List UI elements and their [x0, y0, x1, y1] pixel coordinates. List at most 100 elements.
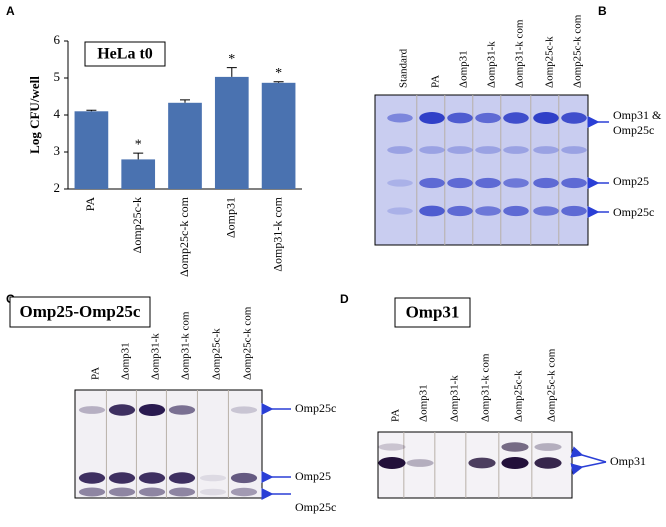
- gel-band: [108, 487, 136, 497]
- gel-band: [503, 205, 529, 217]
- gel-band: [419, 112, 445, 124]
- gel-band: [230, 406, 258, 414]
- gel-band: [447, 112, 473, 124]
- gel-band: [533, 206, 559, 216]
- band-label: Omp25c: [613, 123, 654, 137]
- chart-title: HeLa t0: [97, 46, 153, 63]
- lane-label: Δomp31: [458, 50, 470, 88]
- lane-label: Standard: [398, 48, 410, 88]
- gel-band: [138, 487, 166, 497]
- gel-band: [168, 405, 196, 415]
- y-tick-label: 5: [54, 69, 61, 84]
- band-label: Omp31 &: [613, 108, 662, 122]
- gel-band: [199, 488, 227, 496]
- gel-band: [138, 472, 166, 484]
- arrow: [570, 446, 607, 463]
- gel-band: [534, 443, 562, 451]
- gel-band: [78, 406, 106, 414]
- band-label: Omp25c: [613, 205, 654, 219]
- significance-mark: *: [135, 137, 142, 152]
- gel-band: [78, 487, 106, 497]
- lane-label: Δomp31-k: [449, 375, 461, 422]
- gel-band: [230, 487, 258, 497]
- gel-band: [533, 112, 559, 124]
- gel-band: [387, 146, 413, 154]
- lane-label: PA: [90, 367, 102, 380]
- gel-band: [447, 146, 473, 154]
- lane-label: PA: [430, 75, 442, 88]
- gel-band: [501, 442, 529, 452]
- error-bar: [86, 109, 97, 112]
- lane-label: Δomp25c-k com: [546, 348, 558, 422]
- bar: [74, 111, 109, 189]
- x-tick-label: Δomp25c-k: [130, 197, 144, 253]
- gel-band: [168, 472, 196, 484]
- gel-band: [475, 146, 501, 154]
- title-box: [394, 297, 471, 328]
- lane-label: Δomp31-k com: [180, 311, 192, 380]
- lane-label: Δomp25c-k com: [242, 306, 254, 380]
- y-tick-label: 2: [54, 180, 61, 195]
- bar: [261, 82, 296, 189]
- gel-band: [447, 177, 473, 189]
- x-tick-label: PA: [83, 197, 97, 212]
- gel-band: [533, 177, 559, 189]
- lane-label: Δomp31-k: [150, 333, 162, 380]
- arrow: [570, 461, 607, 476]
- lane-label: Δomp31: [120, 342, 132, 380]
- gel-band: [561, 146, 587, 154]
- gel-band: [503, 178, 529, 188]
- gel-band: [475, 112, 501, 124]
- gel-band: [199, 474, 227, 482]
- x-tick-label: Δomp31-k com: [270, 196, 284, 271]
- bar: [121, 159, 156, 189]
- gel-band: [378, 443, 406, 451]
- x-tick-label: Δomp25c-k com: [177, 196, 191, 277]
- lane-label: Δomp31-k com: [514, 19, 526, 88]
- error-bar: [273, 81, 284, 83]
- y-tick-label: 4: [54, 106, 61, 121]
- significance-mark: *: [228, 52, 235, 67]
- gel-band: [533, 146, 559, 154]
- band-label: Omp25: [613, 174, 649, 188]
- gel: [74, 389, 263, 499]
- lane-label: Δomp31-k: [486, 41, 498, 88]
- gel-band: [475, 177, 501, 189]
- band-label: Omp25: [295, 469, 331, 483]
- lane-label: Δomp31-k com: [480, 353, 492, 422]
- panel-label: B: [598, 4, 607, 18]
- gel-band: [378, 457, 406, 469]
- gel-band: [503, 146, 529, 154]
- band-label: Omp25c: [295, 500, 336, 514]
- gel-band: [503, 112, 529, 124]
- gel-band: [501, 457, 529, 469]
- gel-band: [406, 459, 434, 467]
- title-box: [84, 41, 166, 67]
- gel-band: [419, 177, 445, 189]
- gel-band: [447, 205, 473, 217]
- gel-band: [387, 179, 413, 187]
- panel-title: Omp25-Omp25c: [20, 302, 141, 321]
- gel-band: [468, 457, 496, 469]
- y-axis-label: Log CFU/well: [27, 76, 42, 154]
- lane-label: PA: [390, 409, 402, 422]
- lane-label: Δomp31: [418, 384, 430, 422]
- panel-title: Omp31: [406, 302, 460, 321]
- gel-band: [387, 113, 413, 123]
- lane-label: Δomp25c-k com: [572, 14, 584, 88]
- gel-band: [561, 205, 587, 217]
- gel-band: [108, 472, 136, 484]
- gel-band: [108, 404, 136, 416]
- gel-band: [230, 472, 258, 484]
- y-tick-label: 3: [54, 143, 61, 158]
- bar: [214, 76, 249, 189]
- gel-band: [475, 206, 501, 216]
- band-label: Omp25c: [295, 401, 336, 415]
- gel-band: [561, 177, 587, 189]
- error-bar: [180, 99, 190, 103]
- title-box: [9, 296, 151, 328]
- x-tick-label: Δomp31: [224, 197, 238, 238]
- panel-label: A: [6, 4, 15, 18]
- lane-label: Δomp25c-k: [211, 328, 223, 380]
